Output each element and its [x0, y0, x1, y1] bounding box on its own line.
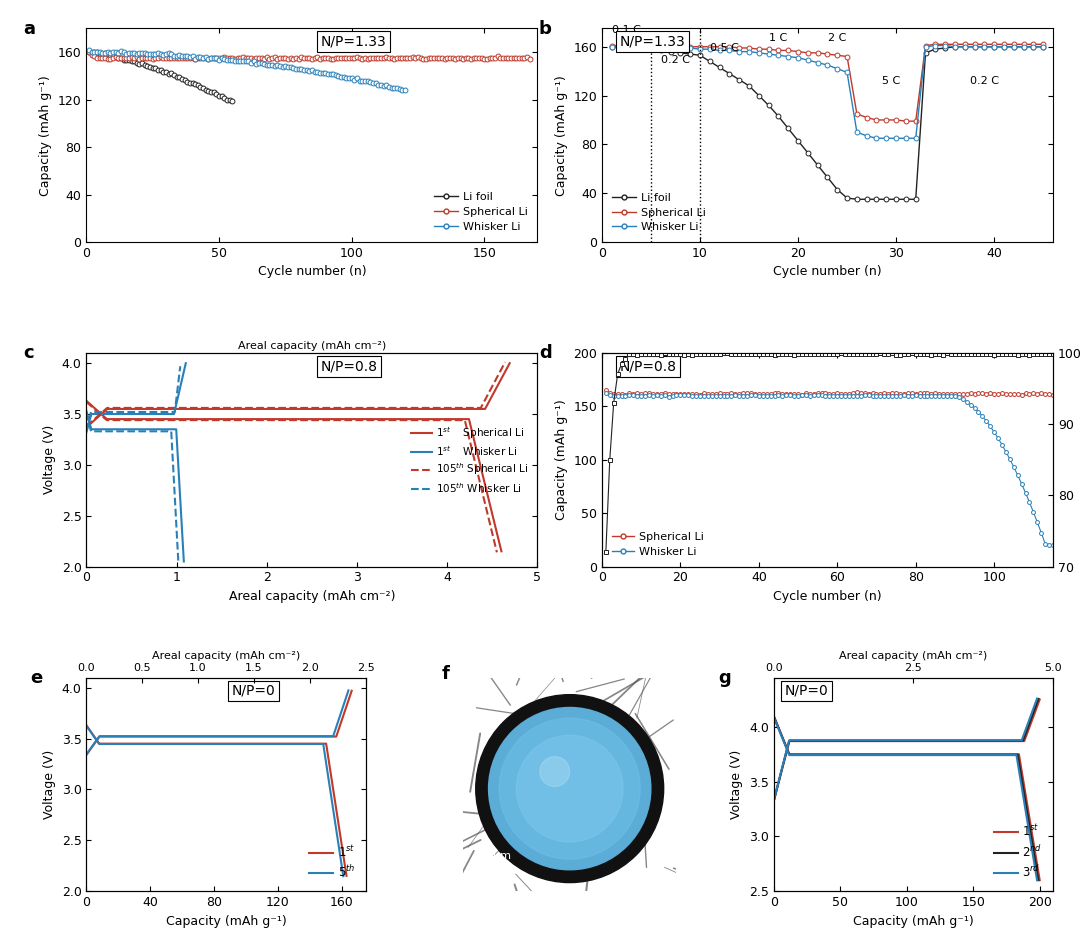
Text: 5 C: 5 C [882, 76, 901, 85]
X-axis label: Capacity (mAh g⁻¹): Capacity (mAh g⁻¹) [165, 915, 286, 927]
Text: 1 C: 1 C [769, 33, 787, 43]
Circle shape [488, 707, 651, 869]
Legend: 1$^{st}$    Spherical Li, 1$^{st}$    Whisker Li, 105$^{th}$ Spherical Li, 105$^: 1$^{st}$ Spherical Li, 1$^{st}$ Whisker … [407, 421, 532, 499]
Text: N/P=1.33: N/P=1.33 [620, 35, 686, 49]
Text: 0.5 C: 0.5 C [710, 43, 739, 53]
Text: 2 C: 2 C [828, 33, 847, 43]
Y-axis label: Capacity (mAh g⁻¹): Capacity (mAh g⁻¹) [555, 75, 568, 195]
Circle shape [516, 736, 623, 842]
X-axis label: Areal capacity (mAh cm⁻²): Areal capacity (mAh cm⁻²) [229, 590, 395, 603]
Text: d: d [539, 344, 552, 362]
Y-axis label: Voltage (V): Voltage (V) [730, 750, 743, 819]
Text: N/P=0.8: N/P=0.8 [321, 359, 378, 374]
Text: e: e [30, 669, 43, 687]
Legend: 1$^{st}$, 5$^{th}$: 1$^{st}$, 5$^{th}$ [305, 840, 360, 885]
Y-axis label: Capacity (mAh g⁻¹): Capacity (mAh g⁻¹) [555, 399, 568, 520]
Circle shape [540, 757, 570, 787]
Text: N/P=0: N/P=0 [785, 684, 828, 698]
Circle shape [476, 695, 663, 883]
X-axis label: Capacity (mAh g⁻¹): Capacity (mAh g⁻¹) [853, 915, 974, 927]
Text: 0.1 C: 0.1 C [612, 25, 640, 34]
Legend: Li foil, Spherical Li, Whisker Li: Li foil, Spherical Li, Whisker Li [607, 189, 711, 236]
Text: N/P=1.33: N/P=1.33 [321, 35, 387, 49]
Text: b: b [539, 20, 552, 38]
Text: a: a [24, 20, 36, 38]
Text: 1μm: 1μm [487, 851, 512, 861]
Text: 0.2 C: 0.2 C [661, 55, 690, 65]
Circle shape [499, 719, 640, 859]
X-axis label: Areal capacity (mAh cm⁻²): Areal capacity (mAh cm⁻²) [152, 650, 300, 661]
X-axis label: Areal capacity (mAh cm⁻²): Areal capacity (mAh cm⁻²) [238, 341, 386, 351]
X-axis label: Cycle number (n): Cycle number (n) [773, 590, 881, 603]
Legend: Spherical Li, Whisker Li: Spherical Li, Whisker Li [607, 528, 707, 561]
Legend: 1$^{st}$, 2$^{nd}$, 3$^{rd}$: 1$^{st}$, 2$^{nd}$, 3$^{rd}$ [989, 819, 1048, 885]
Y-axis label: Capacity (mAh g⁻¹): Capacity (mAh g⁻¹) [39, 75, 52, 195]
Text: f: f [442, 665, 449, 683]
X-axis label: Areal capacity (mAh cm⁻²): Areal capacity (mAh cm⁻²) [839, 650, 987, 661]
X-axis label: Cycle number (n): Cycle number (n) [773, 265, 881, 279]
Text: g: g [718, 669, 731, 687]
Text: N/P=0: N/P=0 [231, 684, 275, 698]
Legend: Li foil, Spherical Li, Whisker Li: Li foil, Spherical Li, Whisker Li [429, 188, 532, 236]
Text: c: c [24, 344, 33, 362]
X-axis label: Cycle number (n): Cycle number (n) [258, 265, 366, 279]
Y-axis label: Voltage (V): Voltage (V) [43, 750, 56, 819]
Text: 0.2 C: 0.2 C [970, 76, 999, 85]
Y-axis label: Voltage (V): Voltage (V) [43, 425, 56, 495]
Text: N/P=0.8: N/P=0.8 [620, 359, 677, 374]
